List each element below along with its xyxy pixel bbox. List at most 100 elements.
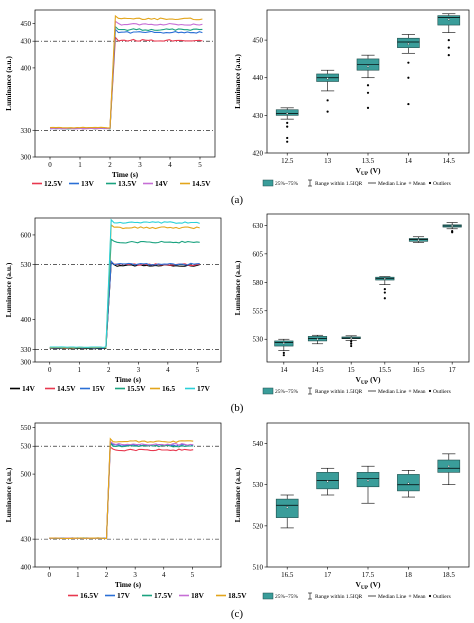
outlier-point	[366, 91, 370, 94]
legend-box-swatch	[262, 387, 274, 395]
y-tick-label: 540	[253, 440, 264, 448]
legend-range-label: Range within 1.5IQR	[315, 594, 363, 600]
series-line	[49, 441, 194, 540]
legend-median-label: Median Line	[378, 389, 407, 395]
y-tick-label: 430	[253, 112, 264, 120]
x-tick-label: 15	[348, 366, 356, 374]
outlier-point	[282, 354, 285, 357]
legend-box-swatch	[262, 592, 274, 600]
x-tick-label: 4	[168, 161, 172, 169]
x-tick-label: 1	[76, 571, 80, 579]
x-tick-label: 17	[324, 571, 332, 579]
y-tick-label: 510	[253, 564, 264, 572]
mean-marker	[407, 42, 410, 45]
x-tick-label: 5	[196, 366, 200, 374]
legend-mean-swatch	[408, 181, 412, 185]
mean-marker	[447, 18, 450, 21]
legend-mean-label: Mean	[413, 594, 426, 600]
x-tick-label: 2	[108, 161, 112, 169]
y-tick-label: 600	[21, 231, 32, 239]
plot-frame	[34, 422, 222, 568]
x-tick-label: 14.5	[311, 366, 324, 374]
outlier-point	[286, 136, 289, 140]
series-line	[49, 218, 200, 348]
y-tick-label: 555	[253, 307, 264, 315]
x-axis-label: Time (s)	[112, 170, 139, 179]
outlier-point	[286, 140, 289, 143]
legend-label: 17V	[197, 384, 211, 393]
legend-label: 17.5V	[154, 591, 173, 600]
mean-marker	[286, 506, 289, 509]
outlier-point	[407, 102, 410, 106]
legend-outlier-swatch	[428, 389, 432, 393]
y-tick-label: 400	[21, 64, 32, 72]
y-axis-label: Luminance (a.u.)	[233, 54, 242, 109]
y-tick-label: 520	[253, 522, 264, 530]
outlier-point	[451, 231, 454, 234]
legend-box-swatch	[262, 179, 274, 187]
x-tick-label: 3	[138, 161, 142, 169]
plot-frame	[34, 9, 216, 158]
outlier-point	[383, 291, 386, 294]
legend-outlier-label: Outliers	[433, 389, 451, 395]
mean-marker	[451, 224, 454, 228]
x-tick-label: 2	[105, 571, 109, 579]
x-tick-label: 0	[48, 161, 52, 169]
x-axis-label: VUP (V)	[355, 580, 381, 591]
outlier-point	[383, 297, 386, 300]
legend-box-label: 25%~75%	[275, 389, 299, 395]
legend-label: 13.5V	[118, 179, 137, 188]
x-tick-label: 1	[78, 161, 82, 169]
series-line	[49, 441, 194, 540]
x-tick-label: 15.5	[379, 366, 392, 374]
outlier-point	[350, 342, 353, 345]
plot-frame	[266, 213, 470, 363]
plot-frame	[34, 217, 222, 363]
y-tick-label: 400	[21, 316, 32, 324]
legend-label: 14V	[155, 179, 169, 188]
legend-range-label: Range within 1.5IQR	[315, 389, 363, 395]
outlier-point	[407, 76, 410, 79]
legend-box-label: 25%~75%	[275, 181, 299, 187]
mean-marker	[286, 112, 289, 115]
x-axis-label: Time (s)	[115, 580, 142, 589]
outlier-point	[326, 110, 329, 113]
y-axis-label: Luminance (a.u.)	[233, 260, 242, 315]
x-tick-label: 18.5	[443, 571, 456, 579]
legend-label: 14V	[22, 384, 36, 393]
y-tick-label: 420	[253, 150, 264, 158]
series-line	[50, 25, 203, 130]
y-tick-label: 450	[253, 37, 264, 45]
x-tick-label: 14	[280, 366, 288, 374]
x-tick-label: 5	[191, 571, 195, 579]
mean-marker	[350, 337, 353, 340]
series-line	[49, 440, 194, 540]
outlier-point	[447, 54, 450, 57]
legend-label: 14.5V	[192, 179, 211, 188]
legend-label: 15V	[92, 384, 106, 393]
y-axis-label: Luminance (a.u.)	[4, 467, 13, 522]
y-tick-label: 580	[253, 279, 264, 287]
legend-outlier-label: Outliers	[433, 181, 451, 187]
y-tick-label: 330	[21, 127, 32, 135]
y-axis-label: Luminance (a.u.)	[233, 467, 242, 522]
legend-range-label: Range within 1.5IQR	[315, 181, 363, 187]
legend-mean-swatch	[408, 389, 412, 393]
outlier-point	[447, 46, 450, 49]
series-line	[49, 437, 194, 540]
outlier-point	[326, 99, 329, 102]
y-tick-label: 300	[21, 154, 32, 162]
y-tick-label: 605	[253, 250, 264, 258]
legend-label: 18.5V	[228, 591, 247, 600]
legend-median-label: Median Line	[378, 181, 407, 187]
y-tick-label: 530	[253, 481, 264, 489]
series-line	[50, 20, 203, 130]
plot-frame	[266, 9, 470, 154]
legend-mean-label: Mean	[413, 181, 426, 187]
x-tick-label: 12.5	[281, 157, 294, 165]
y-tick-label: 440	[253, 74, 264, 82]
outlier-point	[447, 39, 450, 42]
mean-marker	[407, 482, 410, 485]
x-tick-label: 3	[133, 571, 137, 579]
y-tick-label: 300	[21, 359, 32, 367]
